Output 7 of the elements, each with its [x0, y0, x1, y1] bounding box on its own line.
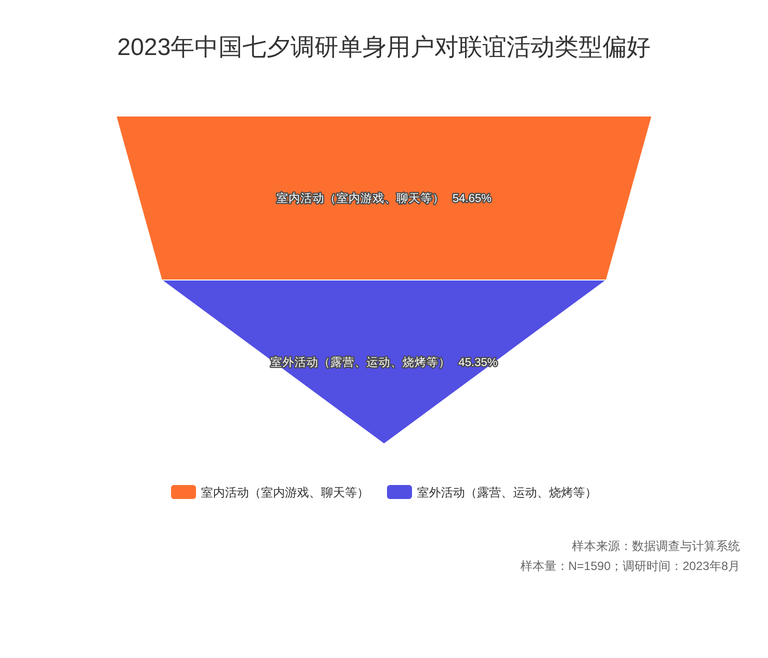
text: 2023年中国七夕调研单身用户对联谊活动类型偏好 [117, 34, 651, 61]
legend-label: 室外活动（露营、运动、烧烤等） [417, 486, 597, 500]
legend-label: 室内活动（室内游戏、聊天等） [201, 486, 369, 500]
text: 室内活动（室内游戏、聊天等） [276, 193, 444, 205]
text: 样本来源：数据调查与计算系统 [572, 539, 740, 553]
text: 样本量：N=1590；调研时间：2023年8月 [520, 559, 740, 573]
data-label: 54.65% [452, 193, 492, 205]
